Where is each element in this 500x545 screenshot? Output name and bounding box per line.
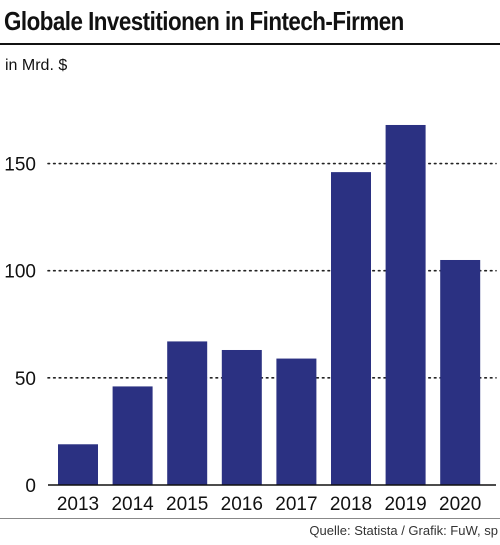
source-divider (0, 518, 500, 519)
x-tick-label-2016: 2016 (221, 494, 263, 515)
bar-2019 (385, 124, 426, 485)
bar-2013 (58, 444, 98, 485)
y-tick-label-0: 0 (25, 476, 36, 497)
chart-title: Globale Investitionen in Fintech-Firmen (4, 6, 404, 36)
bar-2016 (221, 349, 262, 485)
bar-2020 (440, 259, 481, 485)
source-note: Quelle: Statista / Grafik: FuW, sp (309, 523, 498, 538)
gridlines (47, 162, 497, 379)
x-tick-label-2020: 2020 (439, 494, 481, 515)
bar-2015 (167, 341, 208, 485)
unit-label: in Mrd. $ (5, 57, 68, 74)
y-tick-label-100: 100 (4, 262, 36, 283)
y-tick-label-150: 150 (4, 155, 36, 176)
bar-2017 (276, 358, 317, 485)
title-divider (0, 43, 500, 45)
x-tick-label-2018: 2018 (330, 494, 372, 515)
y-tick-label-50: 50 (15, 369, 36, 390)
x-tick-label-2017: 2017 (275, 494, 317, 515)
x-axis-ticks: 2013 2014 2015 2016 2017 2018 2019 2020 (57, 494, 481, 515)
bar-2014 (112, 386, 153, 485)
x-tick-label-2015: 2015 (166, 494, 208, 515)
x-tick-label-2014: 2014 (111, 494, 154, 515)
x-tick-label-2019: 2019 (384, 494, 426, 515)
x-tick-label-2013: 2013 (57, 494, 99, 515)
bars (58, 124, 481, 485)
y-axis-ticks: 0 50 100 150 (4, 155, 36, 497)
bar-2018 (331, 172, 371, 485)
